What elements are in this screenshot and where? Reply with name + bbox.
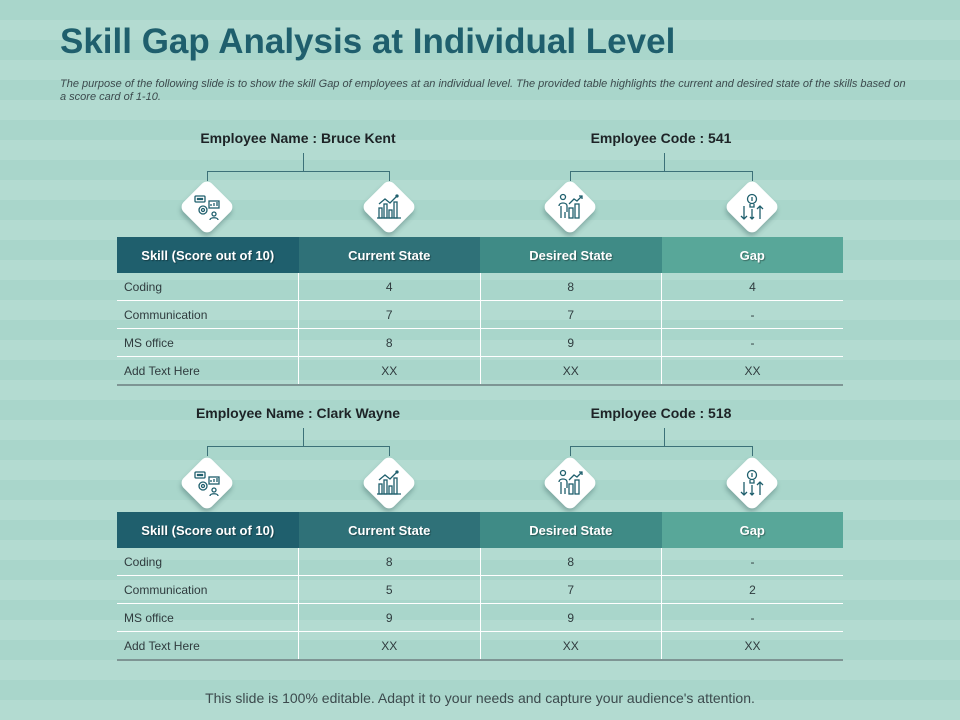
employee-code-label: Employee Code : 541 xyxy=(590,130,732,146)
bar-chart-icon xyxy=(360,454,418,512)
slide-subtitle: The purpose of the following slide is to… xyxy=(60,78,906,103)
employee-name-label: Employee Name : Clark Wayne xyxy=(195,405,401,421)
skill-table-employee-2: Skill (Score out of 10) Current State De… xyxy=(117,512,843,661)
column-header-skill: Skill (Score out of 10) xyxy=(117,237,299,273)
skill-table-employee-1: Skill (Score out of 10) Current State De… xyxy=(117,237,843,386)
idea-arrows-icon xyxy=(723,178,781,236)
column-header-desired-state: Desired State xyxy=(480,237,662,273)
current-state-cell: 8 xyxy=(298,328,480,357)
desired-state-cell: 8 xyxy=(479,273,662,301)
slide-title: Skill Gap Analysis at Individual Level xyxy=(60,22,676,61)
gap-cell: - xyxy=(661,603,843,632)
table-row: Add Text Here XX XX XX xyxy=(117,631,843,661)
gap-cell: - xyxy=(661,328,843,357)
column-header-gap: Gap xyxy=(661,512,843,548)
desired-state-cell: 7 xyxy=(479,575,662,604)
table-row: Add Text Here XX XX XX xyxy=(117,356,843,386)
skill-cell: Add Text Here xyxy=(117,356,299,386)
column-header-current-state: Current State xyxy=(298,512,480,548)
current-state-cell: XX xyxy=(298,631,480,661)
current-state-cell: XX xyxy=(298,356,480,386)
gap-cell: XX xyxy=(661,631,843,661)
current-state-cell: 4 xyxy=(298,273,480,301)
bar-chart-icon xyxy=(360,178,418,236)
current-state-cell: 8 xyxy=(298,548,480,576)
gap-cell: - xyxy=(661,300,843,329)
desired-state-cell: 9 xyxy=(479,328,662,357)
employee-code-label: Employee Code : 518 xyxy=(590,405,732,421)
desired-state-cell: 9 xyxy=(479,603,662,632)
desired-state-cell: 7 xyxy=(479,300,662,329)
skill-cell: Communication xyxy=(117,300,299,329)
desired-state-cell: XX xyxy=(479,356,662,386)
settings-chart-icon xyxy=(178,178,236,236)
table-row: MS office 8 9 - xyxy=(117,328,843,357)
current-state-cell: 9 xyxy=(298,603,480,632)
table-row: Coding 8 8 - xyxy=(117,548,843,576)
employee-name-label: Employee Name : Bruce Kent xyxy=(200,130,396,146)
table-row: Coding 4 8 4 xyxy=(117,273,843,301)
skill-cell: Add Text Here xyxy=(117,631,299,661)
skill-cell: Coding xyxy=(117,548,299,576)
column-header-current-state: Current State xyxy=(298,237,480,273)
skill-cell: Coding xyxy=(117,273,299,301)
current-state-cell: 5 xyxy=(298,575,480,604)
skill-cell: MS office xyxy=(117,328,299,357)
growth-person-icon xyxy=(541,178,599,236)
column-header-gap: Gap xyxy=(661,237,843,273)
skill-cell: MS office xyxy=(117,603,299,632)
table-header-row: Skill (Score out of 10) Current State De… xyxy=(117,237,843,273)
settings-chart-icon xyxy=(178,454,236,512)
gap-cell: - xyxy=(661,548,843,576)
table-row: Communication 7 7 - xyxy=(117,300,843,329)
gap-cell: XX xyxy=(661,356,843,386)
desired-state-cell: XX xyxy=(479,631,662,661)
table-header-row: Skill (Score out of 10) Current State De… xyxy=(117,512,843,548)
table-row: MS office 9 9 - xyxy=(117,603,843,632)
growth-person-icon xyxy=(541,454,599,512)
desired-state-cell: 8 xyxy=(479,548,662,576)
gap-cell: 2 xyxy=(661,575,843,604)
current-state-cell: 7 xyxy=(298,300,480,329)
table-row: Communication 5 7 2 xyxy=(117,575,843,604)
idea-arrows-icon xyxy=(723,454,781,512)
column-header-desired-state: Desired State xyxy=(480,512,662,548)
skill-cell: Communication xyxy=(117,575,299,604)
column-header-skill: Skill (Score out of 10) xyxy=(117,512,299,548)
slide-footer: This slide is 100% editable. Adapt it to… xyxy=(205,690,755,706)
gap-cell: 4 xyxy=(661,273,843,301)
